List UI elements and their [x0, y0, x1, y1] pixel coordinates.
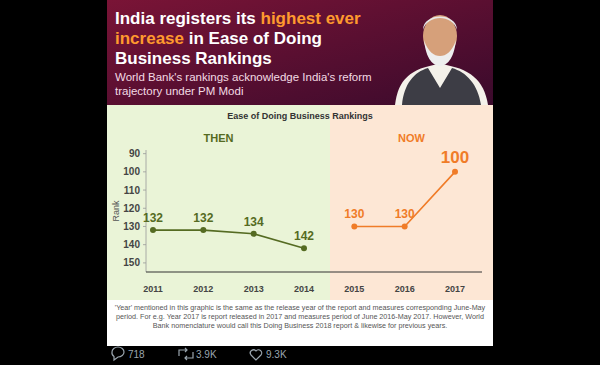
- annotation: NOW: [398, 132, 426, 144]
- data-label: 132: [193, 211, 213, 225]
- y-tick-label: 120: [123, 203, 140, 214]
- series-point: [251, 231, 257, 237]
- y-tick: [143, 153, 146, 154]
- portrait: [395, 15, 488, 105]
- data-label: 130: [344, 207, 364, 221]
- headline-part: India registers its: [115, 9, 261, 28]
- y-tick: [143, 262, 146, 263]
- tweet-stat: 3.9K: [196, 349, 217, 360]
- footnote: 'Year' mentioned in this graphic is the …: [113, 303, 487, 330]
- subtitle: World Bank's rankings acknowledge India'…: [115, 70, 385, 98]
- tweet-stat: 9.3K: [266, 349, 287, 360]
- series-point: [301, 245, 307, 251]
- page: Ease of Doing Business Rankings THEN NOW 90…: [0, 0, 600, 365]
- y-tick-label: 90: [129, 148, 141, 159]
- x-tick-label: 2014: [294, 284, 314, 294]
- series-line: [354, 172, 455, 227]
- x-axis-line: [146, 272, 482, 273]
- header-background: [107, 0, 493, 105]
- x-tick-label: 2013: [244, 284, 264, 294]
- x-tick-label: 2011: [143, 284, 163, 294]
- data-label: 142: [294, 229, 314, 243]
- portrait-beard: [424, 40, 456, 66]
- y-tick-label: 110: [124, 185, 141, 196]
- series-point: [402, 223, 408, 229]
- series-point: [351, 223, 357, 229]
- data-label: 130: [395, 207, 415, 221]
- x-tick-label: 2012: [193, 284, 213, 294]
- y-tick: [143, 190, 146, 191]
- series-point: [150, 227, 156, 233]
- tweet-actions: [112, 347, 262, 360]
- y-tick-label: 100: [123, 166, 140, 177]
- x-tick-label: 2017: [445, 284, 465, 294]
- footnote-background: [107, 300, 493, 346]
- data-label: 134: [244, 215, 264, 229]
- x-tick-label: 2015: [344, 284, 364, 294]
- reply-icon[interactable]: [112, 347, 124, 360]
- retweet-icon[interactable]: [179, 348, 193, 360]
- data-label: 100: [441, 148, 469, 167]
- y-tick: [143, 226, 146, 227]
- y-axis-label: Rank: [111, 200, 121, 222]
- annotation: THEN: [204, 132, 234, 144]
- portrait-hair: [423, 17, 457, 31]
- series-line: [153, 230, 304, 248]
- tweet-stat: 718: [128, 349, 145, 360]
- y-tick-label: 140: [123, 239, 140, 250]
- y-tick-label: 130: [123, 221, 140, 232]
- headline: India registers its highest ever increas…: [115, 9, 390, 69]
- like-icon[interactable]: [250, 350, 261, 360]
- chart-title: Ease of Doing Business Rankings: [227, 111, 373, 121]
- y-tick: [143, 244, 146, 245]
- x-tick-label: 2016: [395, 284, 415, 294]
- y-tick-label: 150: [123, 257, 140, 268]
- y-tick: [143, 171, 146, 172]
- plot-area: [150, 169, 458, 251]
- series-point: [452, 169, 458, 175]
- series-point: [200, 227, 206, 233]
- data-label: 132: [143, 211, 163, 225]
- portrait-vest: [402, 68, 481, 105]
- portrait-kurta: [395, 64, 488, 105]
- y-tick: [143, 208, 146, 209]
